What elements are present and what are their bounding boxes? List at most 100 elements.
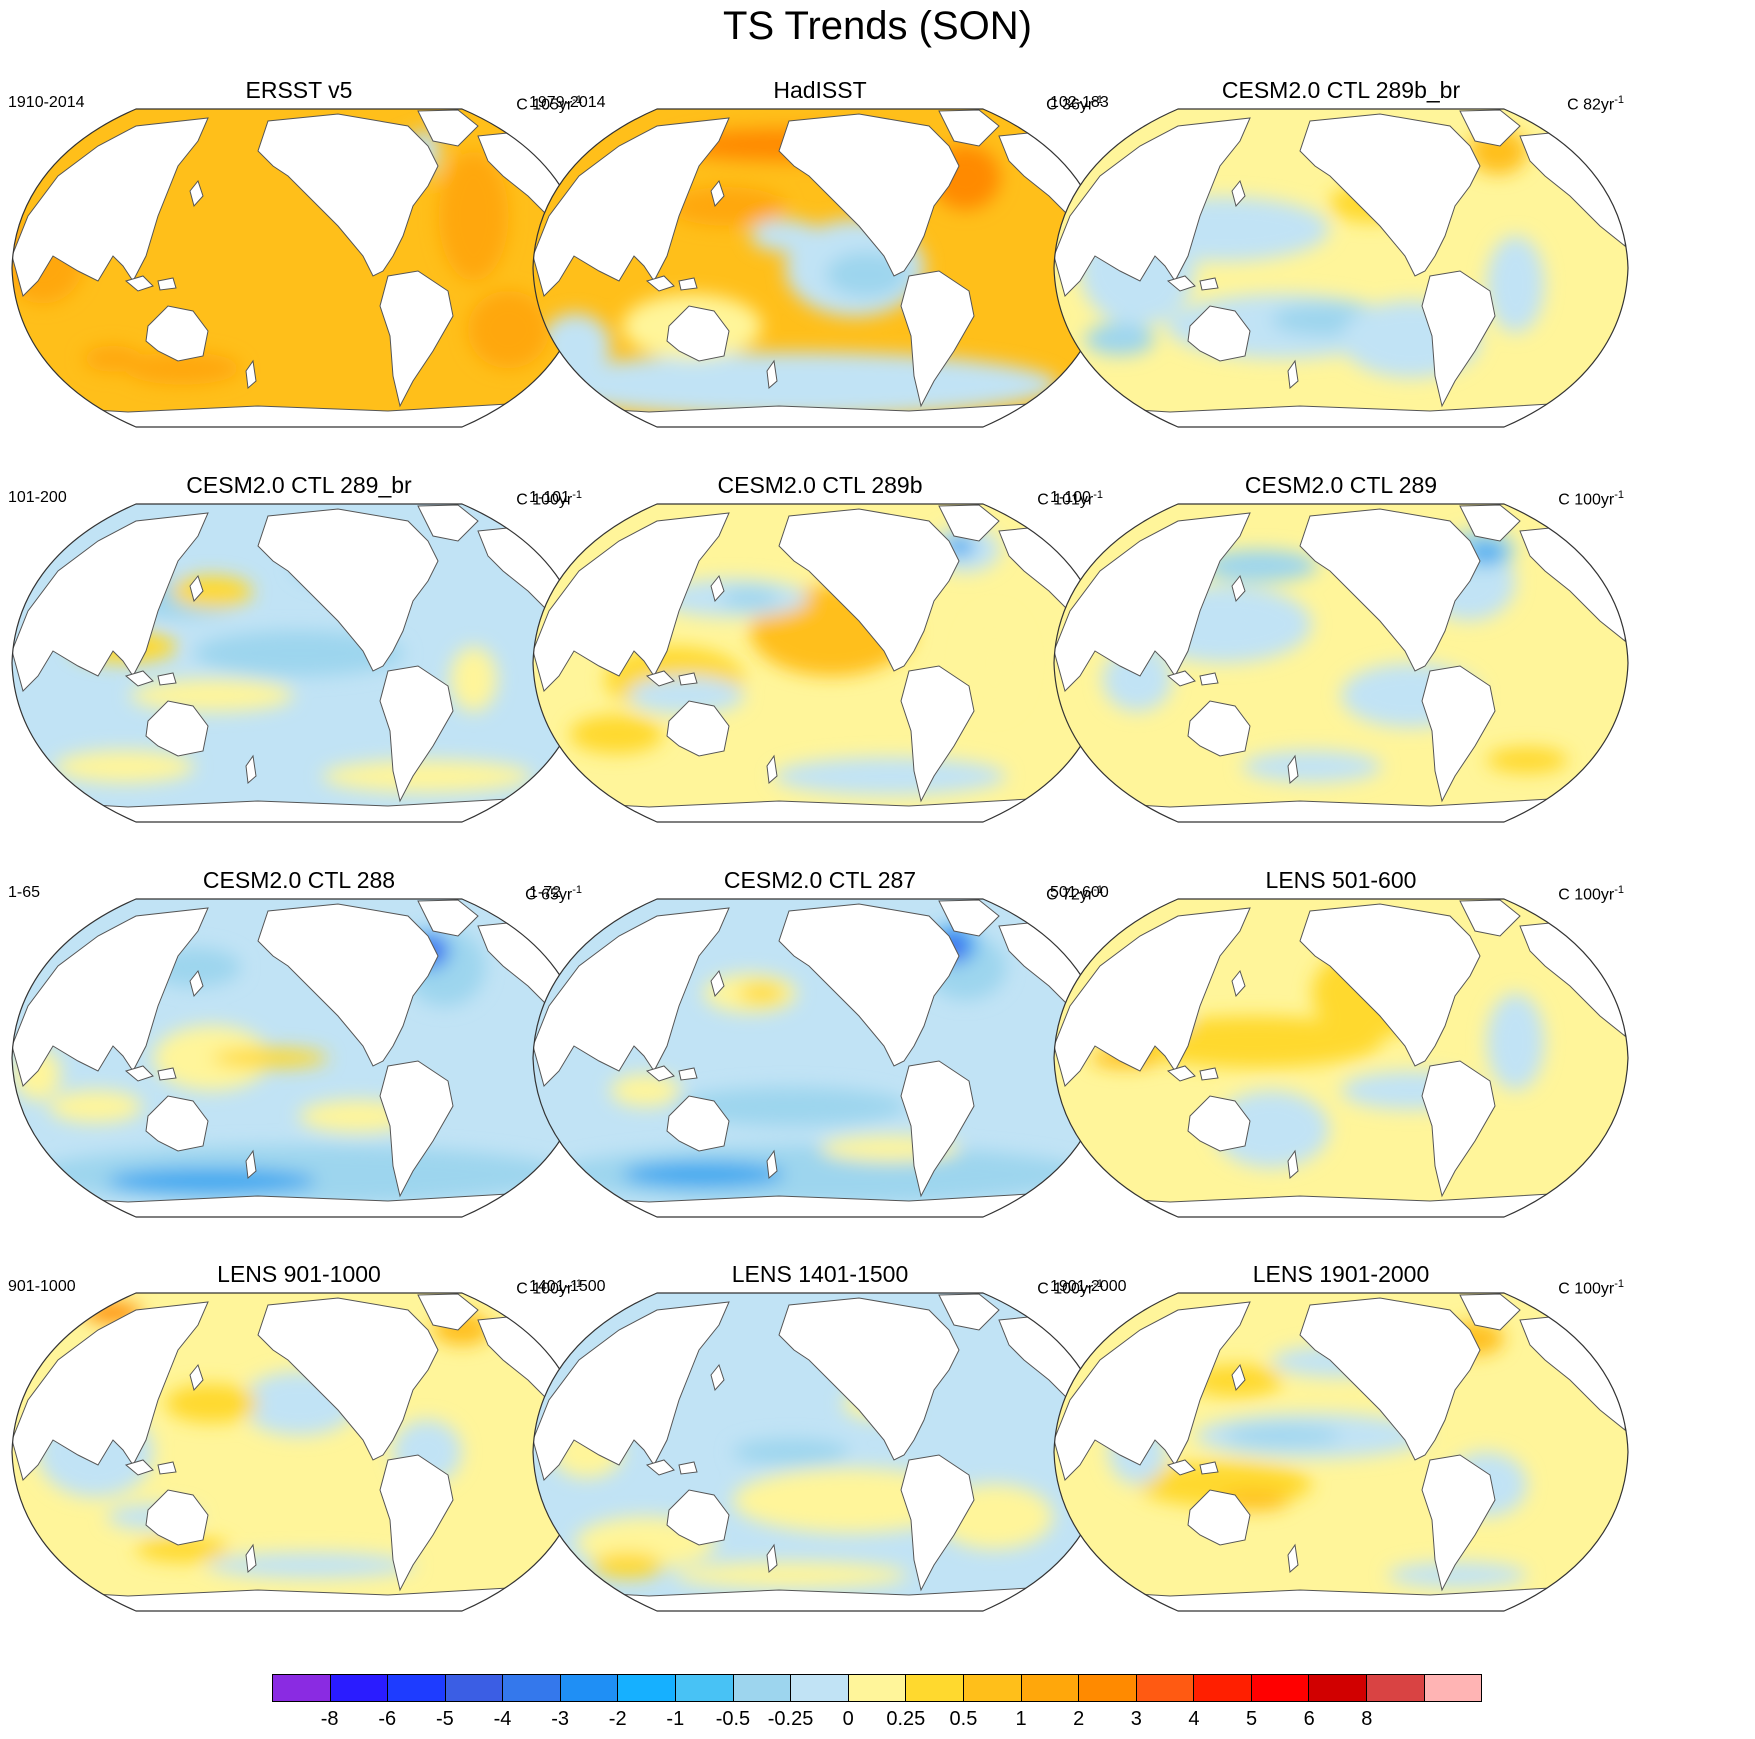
land-mass bbox=[533, 907, 730, 1087]
colorbar-tick-label: 0.5 bbox=[949, 1708, 978, 1730]
trend-anomaly bbox=[165, 1384, 259, 1423]
land-mass bbox=[1299, 903, 1481, 1067]
panel-units: C 100yr-1 bbox=[1037, 1278, 1103, 1298]
map-panel-2: HadISST 1979-2014 C 36yr-1 bbox=[529, 77, 1111, 473]
colorbar-tick-label: -6 bbox=[378, 1708, 397, 1730]
map-frame bbox=[1053, 108, 1629, 428]
panel-title: LENS 501-600 bbox=[1265, 867, 1417, 893]
land-mass bbox=[189, 574, 204, 603]
map-frame bbox=[1053, 1292, 1629, 1612]
colorbar-tick-label: 1 bbox=[1015, 1708, 1027, 1730]
land-mass bbox=[938, 109, 1000, 147]
colorbar-tick-label: -4 bbox=[493, 1708, 512, 1730]
trend-anomaly bbox=[1201, 549, 1318, 582]
panel-period: 1-100 bbox=[1050, 489, 1091, 506]
land-mass bbox=[157, 1461, 177, 1475]
land-mass bbox=[257, 113, 439, 277]
map-panel-5: CESM2.0 CTL 289b 1-101 C 101yr-1 bbox=[529, 472, 1111, 868]
land-mass bbox=[1287, 1149, 1299, 1180]
map-panel-9: LENS 501-600 501-600 C 100yr-1 bbox=[1050, 867, 1632, 1263]
colorbar-box bbox=[906, 1675, 964, 1701]
land-mass bbox=[1187, 700, 1251, 757]
land-mass bbox=[678, 277, 698, 291]
robinson-map bbox=[11, 1292, 587, 1612]
panel-title: CESM2.0 CTL 289b_br bbox=[1221, 77, 1461, 103]
colorbar-tick-label: 5 bbox=[1245, 1708, 1258, 1730]
colorbar-box bbox=[388, 1675, 446, 1701]
land-mass bbox=[1287, 754, 1299, 785]
panel-period: 1901-2000 bbox=[1050, 1278, 1127, 1295]
land-mass bbox=[666, 700, 730, 757]
robinson-map bbox=[1053, 1292, 1629, 1612]
land-mass bbox=[245, 1543, 257, 1574]
panel-units: C 100yr-1 bbox=[1558, 884, 1624, 904]
panel-period: 102-183 bbox=[1050, 94, 1109, 111]
land-mass bbox=[1421, 1454, 1496, 1592]
land-mass bbox=[1199, 1461, 1219, 1475]
land-mass bbox=[379, 1454, 454, 1592]
trend-anomaly bbox=[83, 345, 142, 372]
land-mass bbox=[124, 275, 154, 292]
panel-period: 501-600 bbox=[1050, 884, 1109, 901]
land-mass bbox=[379, 1060, 454, 1198]
land-mass bbox=[1287, 1543, 1299, 1574]
colorbar-tick-label: -0.25 bbox=[767, 1708, 814, 1730]
panel-period: 1401-1500 bbox=[529, 1278, 606, 1295]
colorbar-tick-label: 6 bbox=[1303, 1708, 1315, 1730]
panel-units: C 36yr-1 bbox=[1046, 94, 1103, 114]
colorbar-tick-label: -1 bbox=[666, 1708, 685, 1730]
map-panel-3: CESM2.0 CTL 289b_br 102-183 C 82yr-1 bbox=[1050, 77, 1632, 473]
trend-anomaly bbox=[738, 983, 786, 1003]
trend-anomaly bbox=[668, 187, 786, 226]
land-mass bbox=[379, 270, 454, 408]
land-mass bbox=[1054, 512, 1251, 692]
map-panel-12: LENS 1901-2000 1901-2000 C 100yr-1 bbox=[1050, 1261, 1632, 1657]
land-mass bbox=[1231, 179, 1246, 208]
trend-anomaly bbox=[569, 714, 663, 754]
colorbar-tick-label: -2 bbox=[608, 1708, 627, 1730]
land-mass bbox=[938, 504, 1000, 542]
land-mass bbox=[778, 113, 960, 277]
trend-anomaly bbox=[622, 1161, 786, 1188]
land-mass bbox=[12, 512, 209, 692]
colorbar-box bbox=[1424, 1675, 1482, 1701]
land-mass bbox=[678, 1461, 698, 1475]
trend-anomaly bbox=[1224, 1426, 1341, 1446]
trend-anomaly bbox=[54, 750, 195, 783]
land-mass bbox=[1187, 1489, 1251, 1546]
trend-anomaly bbox=[1084, 323, 1155, 356]
land-mass bbox=[1166, 670, 1196, 687]
colorbar-box bbox=[791, 1675, 849, 1701]
colorbar-box bbox=[676, 1675, 734, 1701]
land-mass bbox=[157, 277, 177, 291]
panel-units: C 72yr-1 bbox=[1046, 884, 1103, 904]
colorbar-tick-label: 0 bbox=[842, 1708, 854, 1730]
colorbar-box bbox=[1021, 1675, 1080, 1701]
land-mass bbox=[245, 754, 257, 785]
land-mass bbox=[1299, 1297, 1481, 1461]
map-panel-1: ERSST v5 1910-2014 C 105yr-1 bbox=[8, 77, 590, 473]
panel-title: ERSST v5 bbox=[245, 77, 353, 103]
land-mass bbox=[1054, 907, 1251, 1087]
land-mass bbox=[900, 665, 975, 803]
map-panel-11: LENS 1401-1500 1401-1500 C 100yr-1 bbox=[529, 1261, 1111, 1657]
land-mass bbox=[1231, 969, 1246, 998]
panel-title: CESM2.0 CTL 289_br bbox=[186, 472, 412, 498]
land-mass bbox=[1459, 899, 1521, 937]
land-mass bbox=[12, 907, 209, 1087]
panel-title: LENS 1901-2000 bbox=[1252, 1261, 1430, 1287]
land-mass bbox=[417, 109, 479, 147]
land-mass bbox=[766, 359, 778, 390]
land-mass bbox=[12, 117, 209, 297]
colorbar-box bbox=[1136, 1675, 1195, 1701]
robinson-map bbox=[532, 898, 1108, 1218]
land-mass bbox=[1166, 275, 1196, 292]
robinson-map bbox=[11, 503, 587, 823]
trend-anomaly bbox=[674, 1562, 908, 1589]
colorbar-box bbox=[848, 1675, 907, 1701]
colorbar-tick-label: 3 bbox=[1130, 1708, 1142, 1730]
trend-anomaly bbox=[825, 251, 908, 298]
panel-period: 1910-2014 bbox=[8, 94, 85, 111]
trend-anomaly bbox=[136, 1536, 230, 1563]
land-mass bbox=[900, 270, 975, 408]
